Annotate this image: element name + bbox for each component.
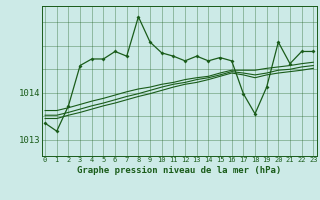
X-axis label: Graphe pression niveau de la mer (hPa): Graphe pression niveau de la mer (hPa) (77, 166, 281, 175)
